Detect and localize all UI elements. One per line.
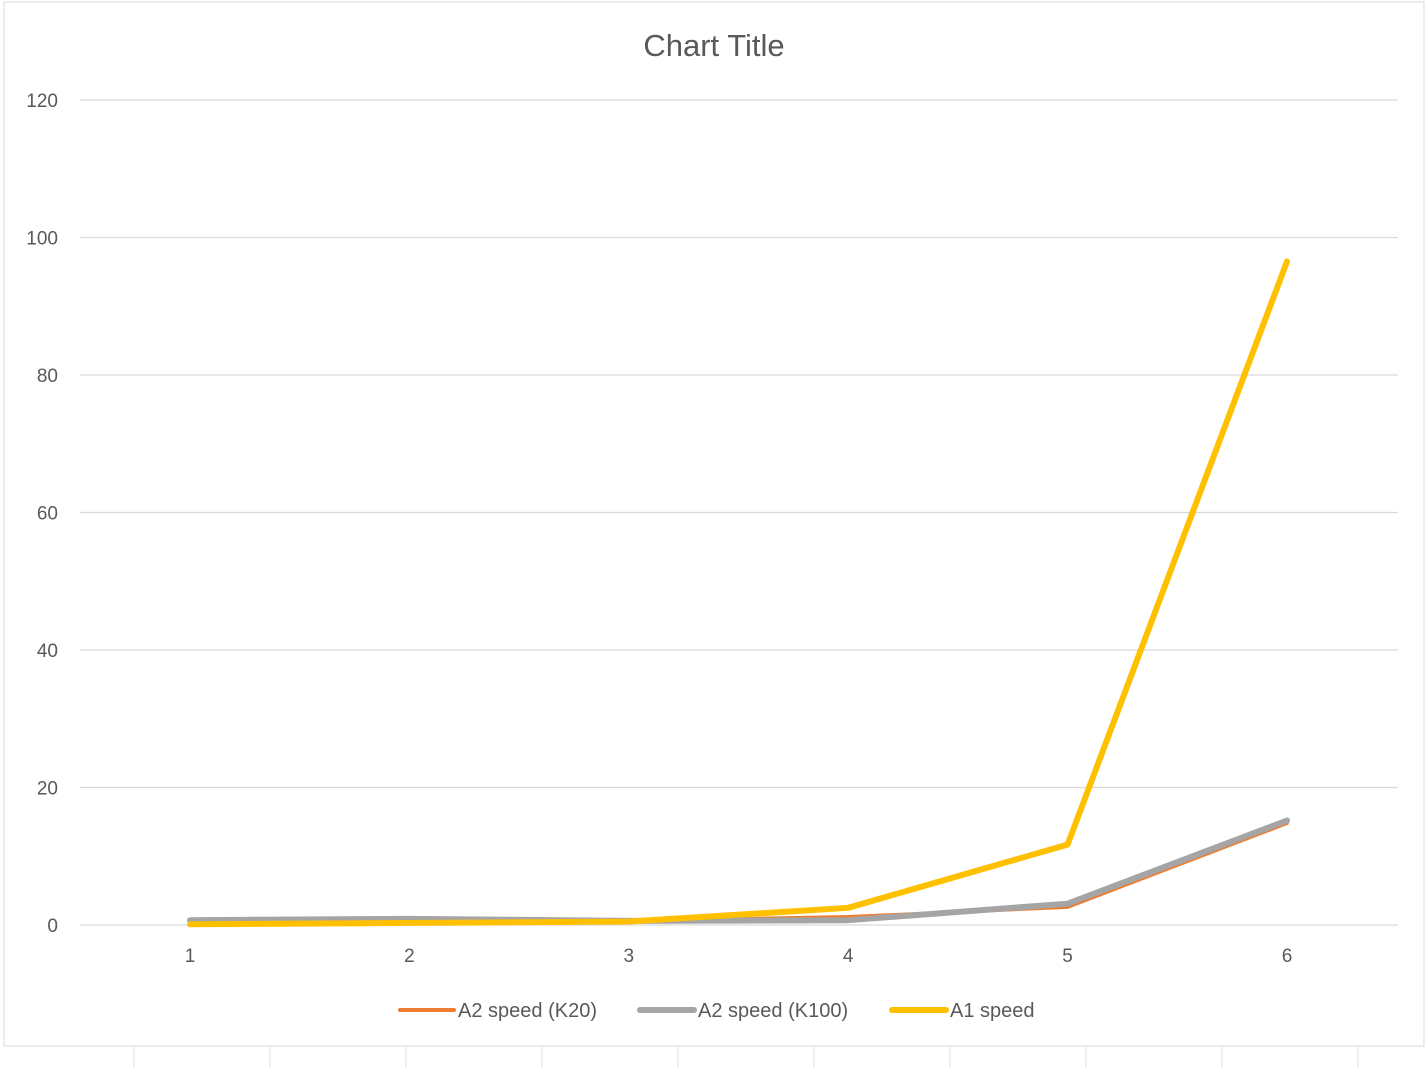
x-tick-label: 2	[404, 946, 415, 967]
x-tick-label: 5	[1062, 946, 1073, 967]
y-tick-label: 40	[37, 641, 58, 662]
y-axis-tick-labels: 0 20 40 60 80 100 120	[26, 91, 58, 937]
y-tick-label: 100	[26, 229, 58, 250]
spreadsheet-gridlines	[133, 1046, 1359, 1068]
y-tick-label: 60	[37, 504, 58, 525]
x-axis-tick-labels: 1 2 3 4 5 6	[185, 946, 1293, 967]
x-tick-label: 1	[185, 946, 196, 967]
y-tick-label: 80	[37, 366, 58, 387]
chart-frame	[3, 1, 1425, 1047]
x-tick-label: 3	[624, 946, 635, 967]
series-line-3	[187, 258, 1290, 928]
y-tick-label: 0	[47, 916, 58, 937]
y-tick-label: 120	[26, 91, 58, 112]
chart-title: Chart Title	[643, 28, 784, 63]
legend-label: A2 speed (K20)	[458, 1000, 597, 1022]
series-line-2	[187, 817, 1290, 924]
legend: A2 speed (K20) A2 speed (K100) A1 speed	[398, 1000, 1035, 1022]
series-lines	[187, 258, 1290, 928]
legend-label: A2 speed (K100)	[698, 1000, 848, 1022]
y-tick-label: 20	[37, 779, 58, 800]
legend-label: A1 speed	[950, 1000, 1035, 1022]
x-tick-label: 4	[843, 946, 854, 967]
x-tick-label: 6	[1282, 946, 1293, 967]
